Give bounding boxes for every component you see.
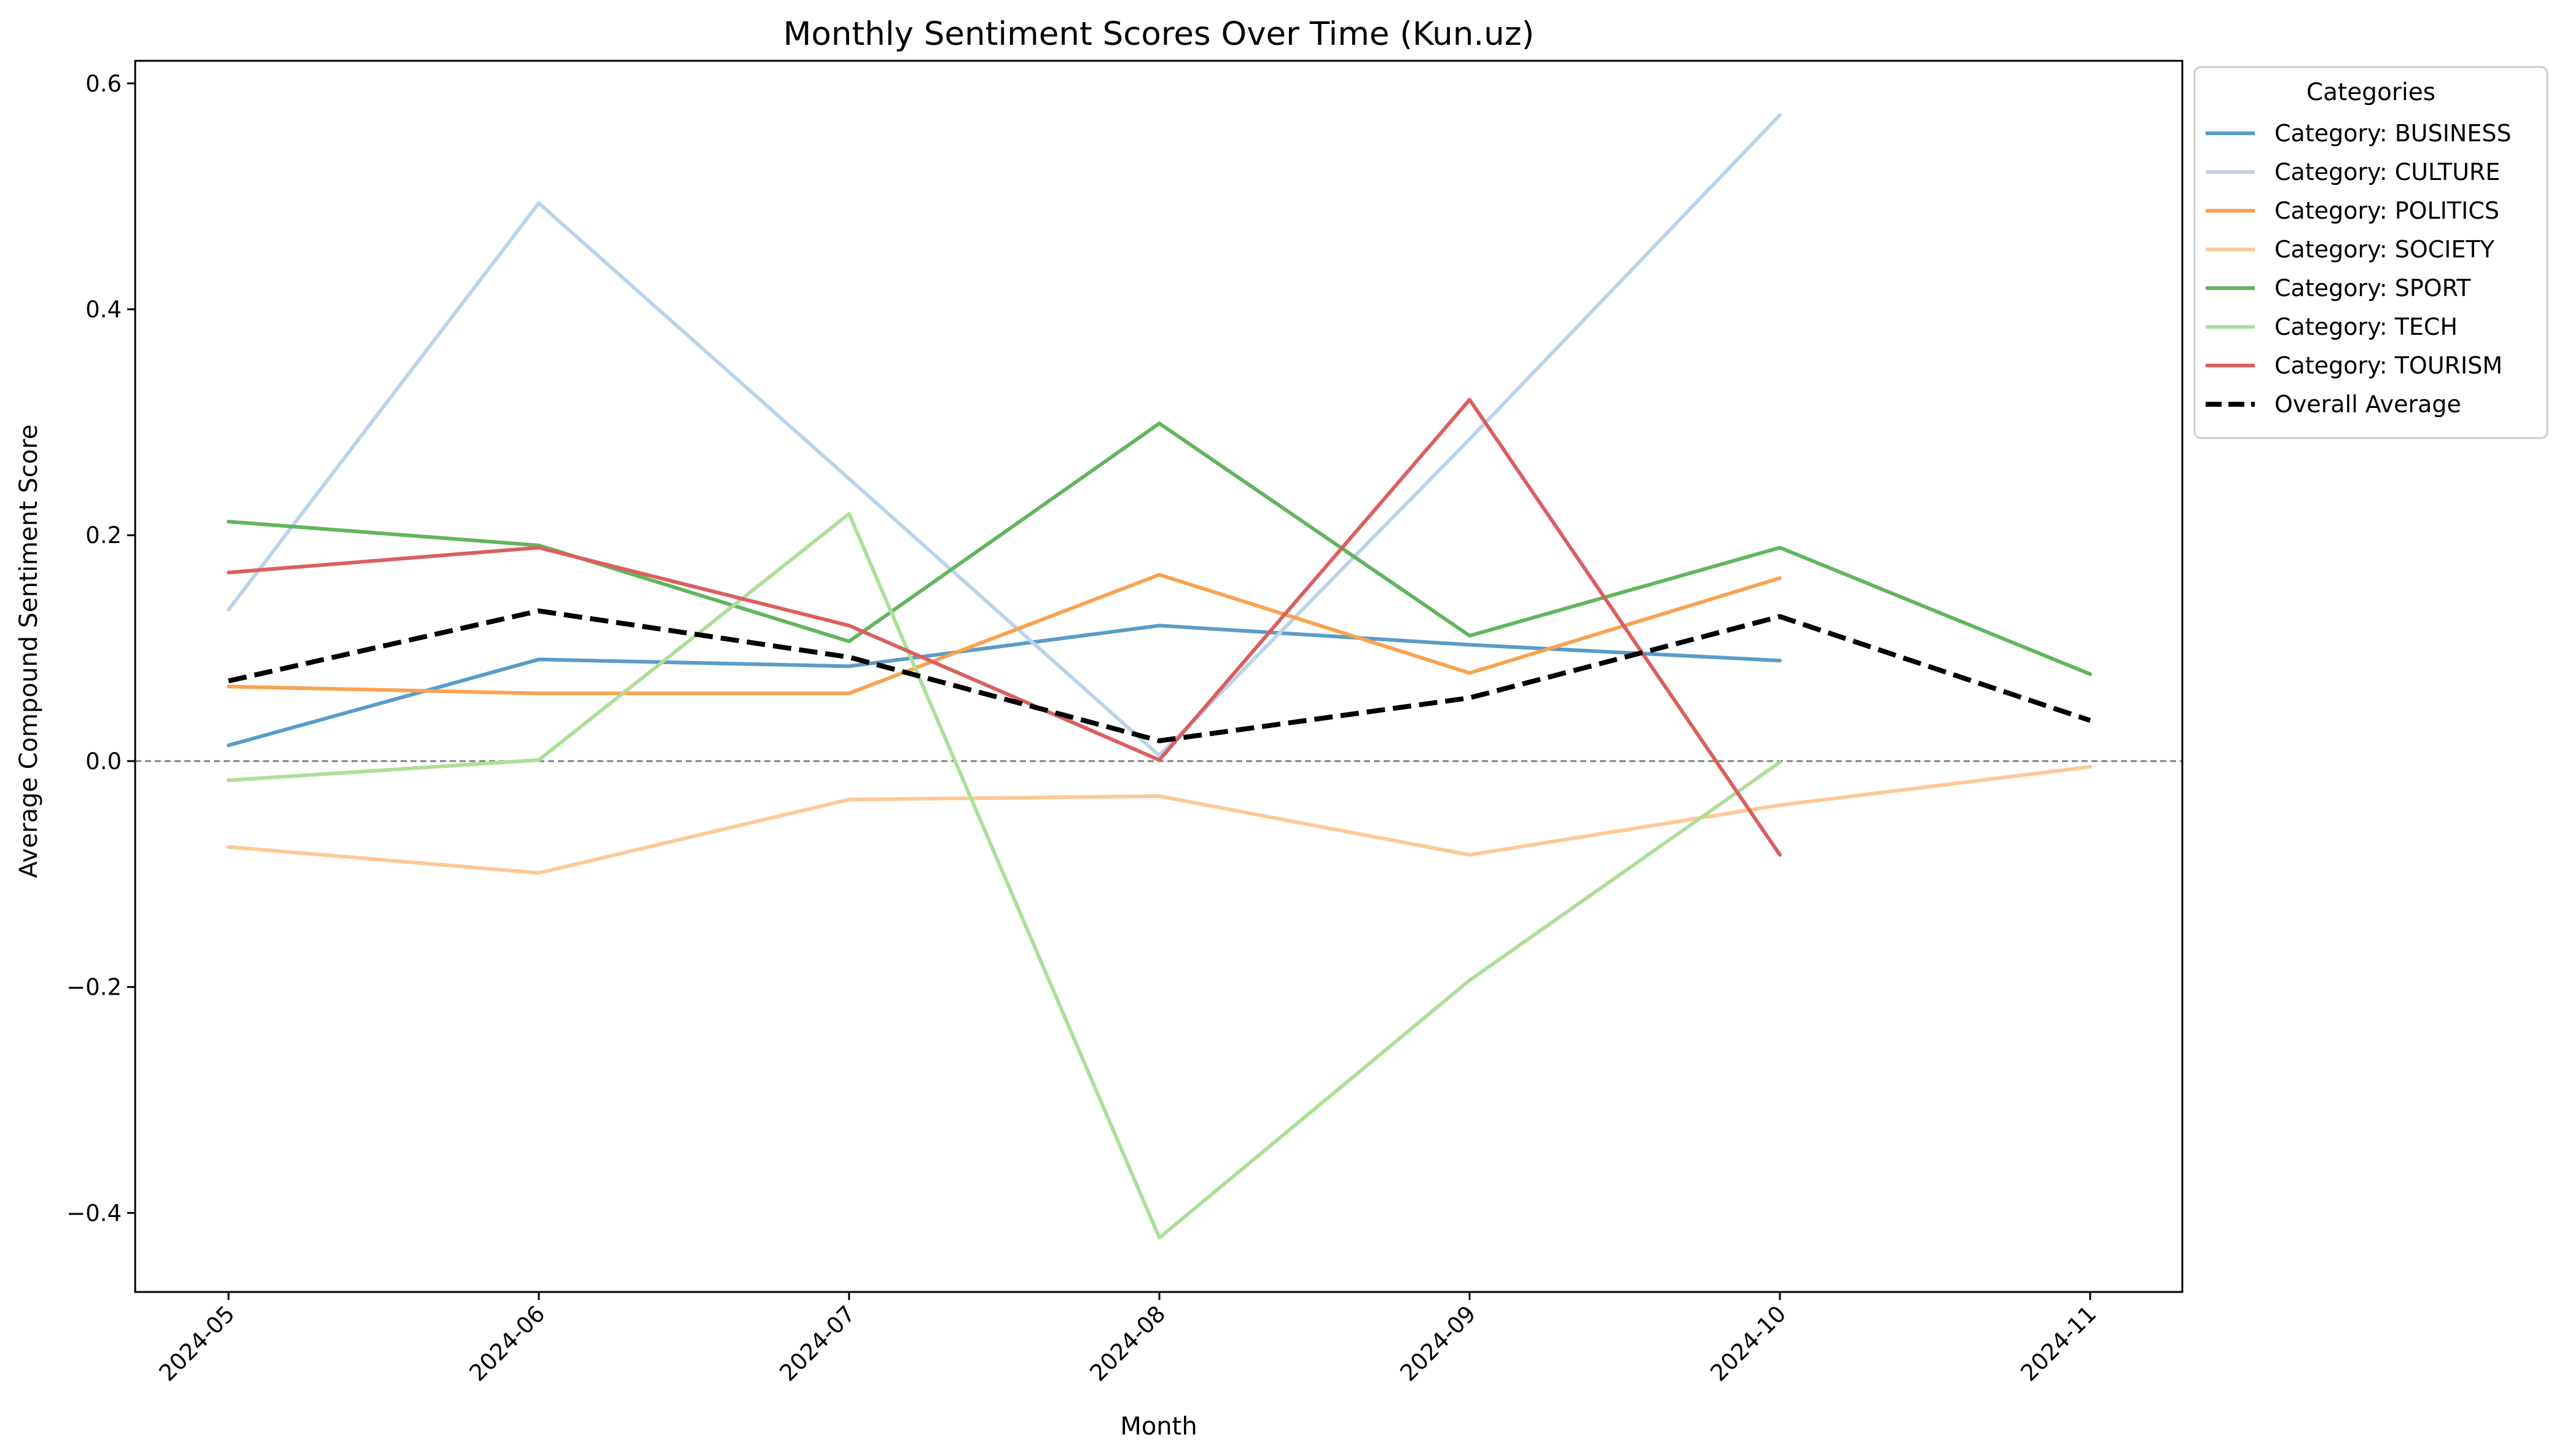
legend-entry-category-business: Category: BUSINESS bbox=[2274, 120, 2512, 147]
y-tick-label: −0.2 bbox=[66, 974, 122, 1001]
series-line-category-society bbox=[227, 765, 2092, 875]
legend-entry-category-tourism: Category: TOURISM bbox=[2274, 352, 2502, 379]
series-line-category-sport bbox=[227, 421, 2092, 676]
legend-box bbox=[2193, 66, 2548, 439]
y-axis-label: Average Compound Sentiment Score bbox=[15, 425, 43, 879]
legend-entry-overall-average: Overall Average bbox=[2274, 391, 2461, 418]
y-tick-label: 0.6 bbox=[85, 71, 122, 97]
legend-entry-category-sport: Category: SPORT bbox=[2274, 275, 2471, 302]
series-line-overall-average bbox=[228, 608, 2091, 743]
chart-title: Monthly Sentiment Scores Over Time (Kun.… bbox=[783, 15, 1535, 53]
series-line-category-politics bbox=[227, 573, 1782, 695]
legend-entry-category-society: Category: SOCIETY bbox=[2274, 236, 2495, 263]
legend-title: Categories bbox=[2306, 79, 2435, 106]
series-line-category-tourism bbox=[227, 397, 1782, 857]
legend: Categories Category: BUSINESS Category: CU… bbox=[2193, 66, 2548, 439]
legend-entry-category-culture: Category: CULTURE bbox=[2274, 159, 2500, 186]
y-tick-label: 0.4 bbox=[85, 296, 122, 323]
series-line-category-business bbox=[227, 624, 1782, 748]
y-tick-label: −0.4 bbox=[66, 1200, 122, 1226]
y-tick-label: 0.0 bbox=[85, 748, 122, 775]
series-line-category-tech bbox=[227, 512, 1782, 1240]
x-axis-label: Month bbox=[1120, 1412, 1197, 1441]
legend-entry-category-tech: Category: TECH bbox=[2274, 313, 2458, 340]
y-tick-label: 0.2 bbox=[85, 522, 122, 549]
legend-entry-category-politics: Category: POLITICS bbox=[2274, 197, 2499, 224]
series-line-category-culture bbox=[227, 113, 1782, 757]
